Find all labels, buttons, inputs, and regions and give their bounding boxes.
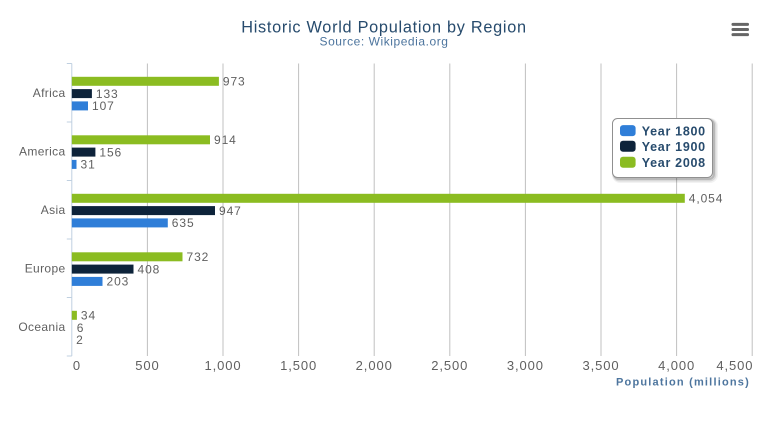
svg-text:Historic World Population by R: Historic World Population by Region [241,19,527,37]
svg-text:133: 133 [96,87,119,101]
svg-text:Population (millions): Population (millions) [616,377,750,389]
svg-text:408: 408 [138,262,161,276]
svg-text:Year 2008: Year 2008 [642,156,706,170]
svg-text:America: America [19,145,65,159]
svg-text:31: 31 [81,158,96,172]
svg-text:4,054: 4,054 [689,192,724,206]
svg-text:6: 6 [77,321,85,335]
svg-text:34: 34 [81,309,96,323]
svg-text:1,500: 1,500 [280,358,317,373]
svg-text:107: 107 [92,99,115,113]
svg-text:Year 1800: Year 1800 [642,124,706,138]
svg-text:Source: Wikipedia.org: Source: Wikipedia.org [320,35,449,49]
svg-text:3,000: 3,000 [507,358,544,373]
svg-text:4,500: 4,500 [716,358,753,373]
svg-text:1,000: 1,000 [204,358,241,373]
svg-text:3,500: 3,500 [582,358,619,373]
svg-text:2,500: 2,500 [431,358,468,373]
svg-text:635: 635 [172,216,195,230]
svg-text:Africa: Africa [33,86,66,100]
svg-text:4,000: 4,000 [658,358,695,373]
svg-text:203: 203 [107,275,130,289]
svg-text:732: 732 [187,250,210,264]
svg-text:Oceania: Oceania [18,320,65,334]
svg-text:156: 156 [99,145,122,159]
svg-text:0: 0 [73,358,81,373]
svg-text:2,000: 2,000 [356,358,393,373]
svg-text:947: 947 [219,204,242,218]
svg-text:2: 2 [76,333,84,347]
svg-text:Asia: Asia [41,203,66,217]
svg-text:973: 973 [223,75,246,89]
svg-text:Europe: Europe [25,262,66,276]
svg-text:Year 1900: Year 1900 [642,140,706,154]
svg-text:914: 914 [214,133,237,147]
svg-text:500: 500 [135,358,159,373]
